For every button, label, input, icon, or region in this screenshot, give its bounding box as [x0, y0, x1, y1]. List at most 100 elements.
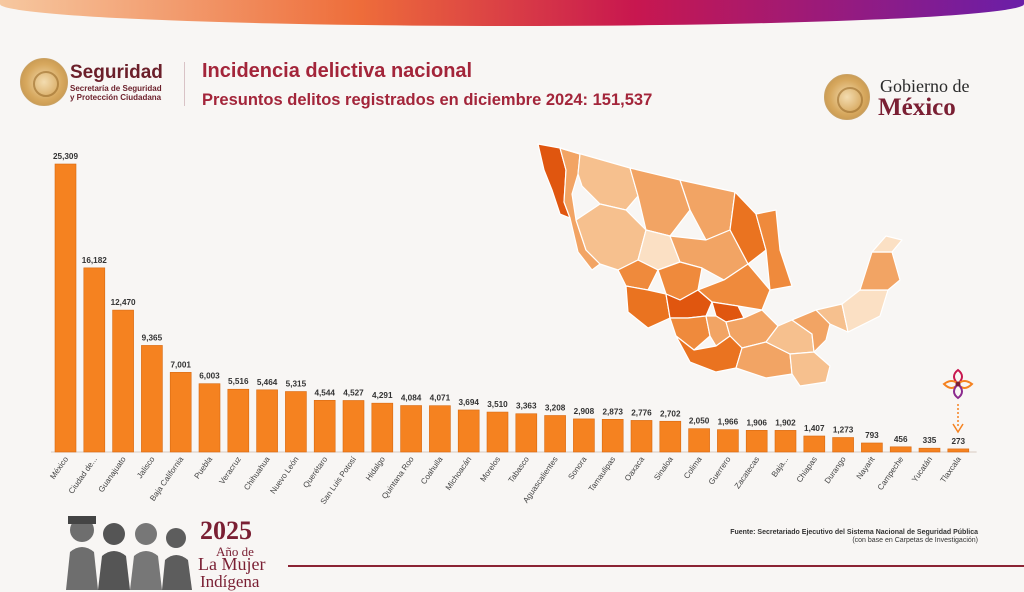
year-caption-line3: La Mujer [198, 554, 266, 574]
year-caption-line4: Indígena [200, 572, 260, 591]
bar-4 [169, 372, 192, 453]
logo-divider [184, 62, 185, 106]
value-label-0: 25,309 [53, 152, 78, 161]
value-label-16: 3,363 [516, 402, 537, 411]
bar-15 [486, 411, 509, 453]
gobierno-logo-line1: Gobierno de [880, 76, 970, 96]
seguridad-logo-subtitle: Secretaría de Seguridad y Protección Ciu… [70, 84, 162, 102]
category-label-0: México [48, 455, 70, 481]
page-subtitle: Presuntos delitos registrados en diciemb… [202, 91, 653, 109]
value-label-27: 1,273 [833, 426, 854, 435]
category-label-3: Jalisco [135, 455, 157, 481]
bar-11 [371, 402, 394, 453]
category-label-16: Tabasco [506, 455, 531, 485]
bar-23 [717, 429, 739, 453]
value-label-14: 3,694 [458, 398, 479, 407]
category-label-14: Michoacán [444, 455, 474, 492]
category-label-1: Ciudad de... [67, 455, 99, 496]
value-label-18: 2,908 [574, 407, 595, 416]
value-label-10: 4,527 [343, 388, 364, 397]
government-seal-icon [20, 58, 68, 106]
category-label-22: Colima [682, 455, 704, 481]
bar-5 [198, 383, 221, 453]
bar-25 [774, 430, 797, 453]
category-label-7: Chihuahua [242, 455, 272, 492]
value-label-19: 2,873 [602, 407, 623, 416]
bar-0 [54, 163, 77, 453]
decorative-flower-icon [942, 368, 974, 434]
bar-18 [573, 418, 595, 453]
category-label-6: Veracruz [217, 455, 242, 486]
category-label-2: Guanajuato [97, 455, 128, 494]
mexico-map-icon [537, 143, 903, 387]
value-label-25: 1,902 [775, 418, 796, 427]
value-label-8: 5,315 [286, 380, 307, 389]
category-label-26: Chiapas [795, 455, 819, 484]
bar-24 [745, 430, 768, 453]
gobierno-logo-line2: México [878, 94, 956, 121]
bar-19 [601, 419, 624, 453]
value-label-17: 3,208 [545, 403, 566, 412]
category-label-19: Tamaulipas [587, 455, 618, 493]
category-label-28: Nayarit [855, 454, 877, 481]
bar-30 [918, 447, 941, 453]
value-label-28: 793 [865, 431, 879, 440]
category-label-15: Morelos [478, 455, 502, 483]
value-label-2: 12,470 [111, 298, 136, 307]
bar-31 [947, 448, 970, 453]
category-label-18: Sonora [566, 455, 588, 482]
value-label-13: 4,071 [430, 394, 451, 403]
bar-2 [112, 309, 134, 453]
category-label-23: Guerrero [707, 455, 733, 487]
category-label-5: Puebla [192, 455, 214, 481]
value-label-29: 456 [894, 435, 908, 444]
value-label-6: 5,516 [228, 377, 249, 386]
value-label-5: 6,003 [199, 372, 220, 381]
category-label-11: Hidalgo [364, 455, 387, 483]
source-note-detail: (con base en Carpetas de Investigación) [852, 537, 978, 544]
bar-20 [630, 420, 653, 453]
bar-10 [342, 400, 365, 453]
bar-28 [861, 442, 883, 453]
bar-13 [429, 405, 451, 453]
value-label-30: 335 [923, 436, 937, 445]
category-label-30: Yucatán [910, 455, 934, 484]
bar-14 [457, 409, 480, 453]
category-label-8: Nuevo León [268, 455, 300, 496]
category-label-21: Sinaloa [652, 455, 675, 482]
bar-3 [141, 345, 163, 453]
page-title: Incidencia delictiva nacional [202, 60, 473, 82]
bar-17 [544, 415, 566, 453]
value-label-9: 4,544 [314, 388, 335, 397]
value-label-31: 273 [951, 437, 965, 446]
bar-6 [227, 388, 250, 453]
category-label-31: Tlaxcala [938, 455, 963, 485]
value-label-26: 1,407 [804, 424, 825, 433]
category-label-29: Campeche [876, 455, 906, 492]
bar-21 [659, 420, 682, 453]
bar-29 [889, 446, 912, 453]
value-label-1: 16,182 [82, 256, 107, 265]
indigenous-women-illustration [66, 516, 192, 590]
bar-27 [832, 437, 854, 453]
value-label-12: 4,084 [401, 394, 422, 403]
value-label-20: 2,776 [631, 408, 652, 417]
bar-9 [313, 399, 336, 453]
bar-16 [515, 413, 538, 453]
bar-8 [285, 391, 307, 453]
source-note: Fuente: Secretariado Ejecutivo del Siste… [730, 529, 978, 536]
bar-26 [803, 435, 826, 453]
value-label-21: 2,702 [660, 409, 681, 418]
value-label-11: 4,291 [372, 391, 393, 400]
category-label-25: Baja... [770, 455, 790, 479]
bar-22 [688, 428, 710, 453]
footer-divider [288, 565, 1024, 567]
gobierno-seal-icon [824, 74, 870, 120]
value-label-23: 1,966 [718, 418, 739, 427]
year-text: 2025 [200, 516, 252, 545]
seguridad-logo-title: Seguridad [70, 62, 163, 83]
category-label-24: Zacatecas [733, 455, 762, 490]
value-label-7: 5,464 [257, 378, 278, 387]
value-label-3: 9,365 [142, 333, 163, 342]
value-label-4: 7,001 [170, 360, 191, 369]
